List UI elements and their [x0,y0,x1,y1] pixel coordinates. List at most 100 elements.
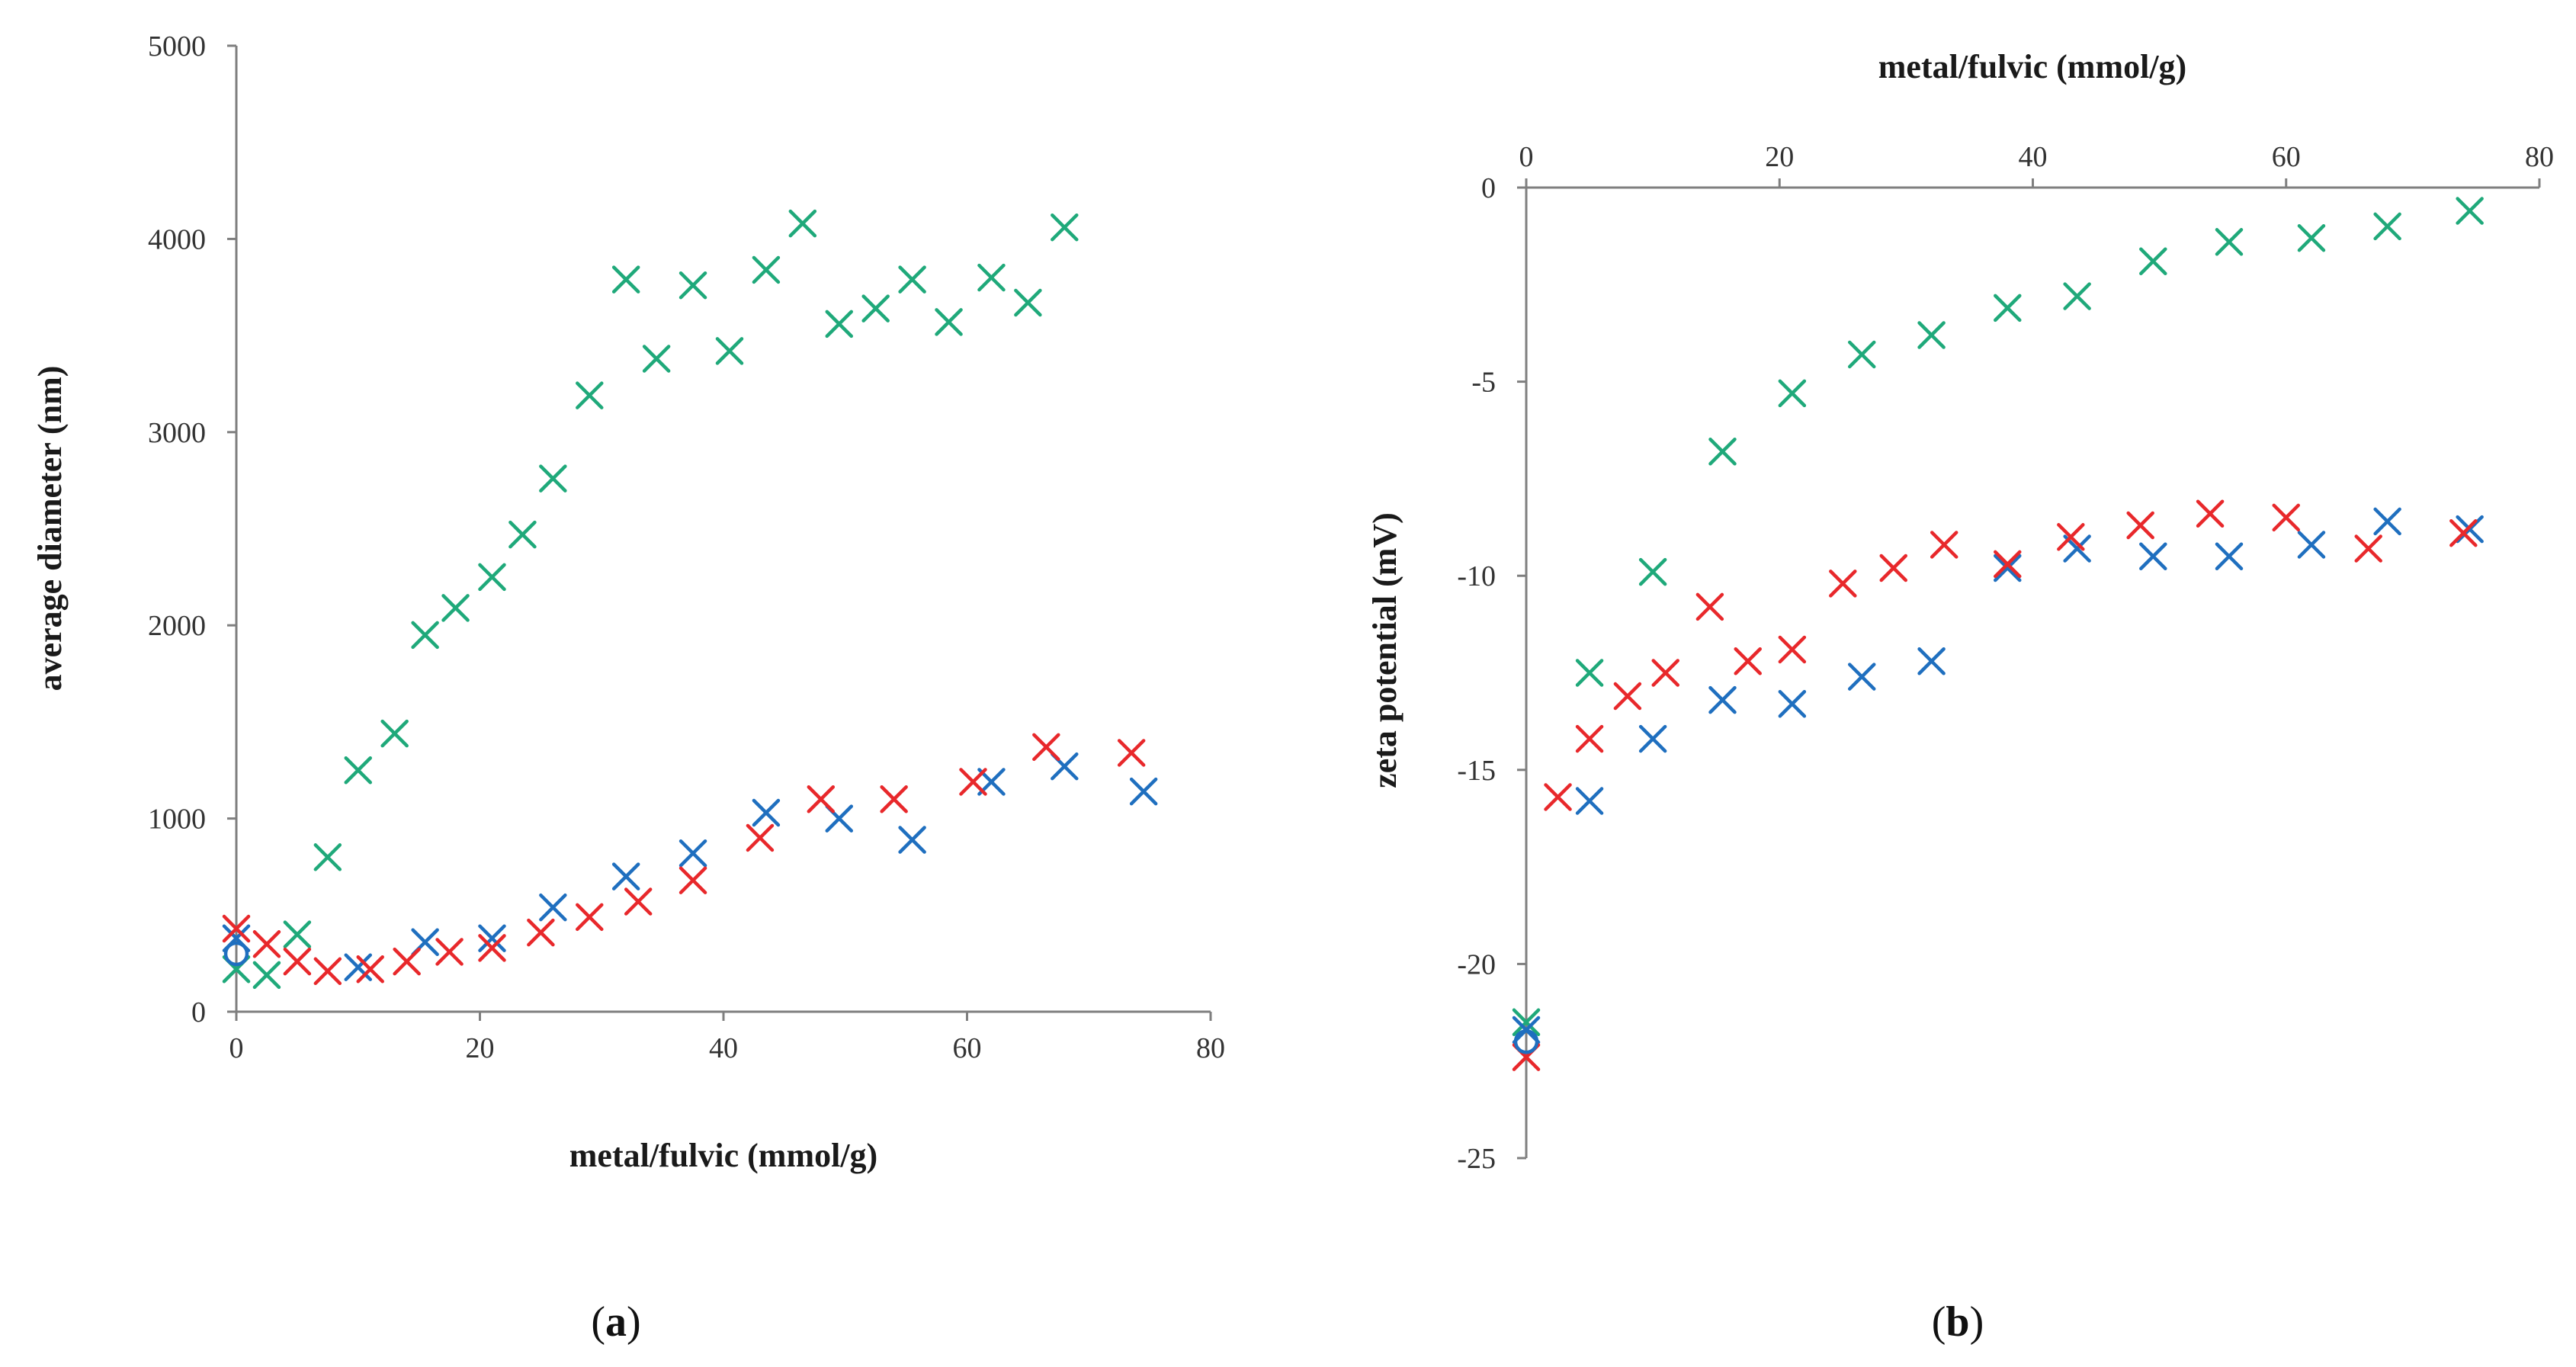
chart-a-red-point-15 [959,768,987,796]
chart-b-circle-point-0 [1513,1028,1539,1054]
chart-b-green-point-9 [2139,247,2167,275]
chart-a-y-tick-label-3: 3000 [148,417,206,449]
chart-a-green-point-7 [441,594,470,622]
chart-a-green-point-5 [380,719,409,748]
chart-a-blue-point-12 [1129,777,1158,806]
chart-a: 0 20 40 60 80 0 1000 2000 3000 4000 5000 metal/ful… [31,30,1225,1174]
chart-a-ticks: 0 20 40 60 80 0 1000 2000 3000 4000 5000 [148,30,1225,1064]
chart-b-y-axis-title: zeta potential (mV) [1366,512,1403,788]
chart-a-green-point-9 [508,520,537,549]
chart-b-blue-point-9 [2139,542,2167,570]
chart-b-y-tick-label-4: -20 [1457,948,1496,980]
chart-b-red-point-1 [1544,783,1572,811]
chart-b-green-point-8 [2063,282,2091,310]
chart-a-blue-point-3 [478,924,506,952]
chart-b-red-point-15 [2272,503,2300,532]
chart-a-y-tick-label-4: 4000 [148,223,206,255]
chart-b-x-tick-label-4: 80 [2525,141,2554,173]
chart-b-green-point-1 [1575,659,1604,687]
chart-a-green-point-11 [576,381,604,409]
chart-a-blue-point-4 [539,893,567,922]
chart-a-red-point-1 [252,930,281,958]
chart-a-red-point-2 [283,947,312,976]
chart-a-green-point-21 [935,308,963,336]
chart-a-red-point-12 [746,823,775,852]
chart-a-green-point-12 [611,265,640,294]
chart-b-red-point-9 [1879,554,1908,582]
chart-b-points [1512,197,2484,1071]
chart-a-points [222,209,1158,990]
panel-label-b-open: ( [1932,1298,1946,1346]
chart-b-x-tick-label-2: 40 [2019,141,2048,173]
chart-a-x-tick-label-1: 20 [466,1032,495,1064]
chart-b-red-point-5 [1695,592,1724,621]
chart-b-red-point-3 [1613,682,1642,711]
chart-a-green-point-16 [752,255,781,284]
chart-a-green-point-20 [898,265,926,294]
chart-b-red-point-2 [1575,724,1604,753]
chart-a-red-point-10 [624,887,653,916]
chart-a-green-point-6 [411,621,439,650]
chart-b-blue-point-11 [2297,531,2326,559]
chart-a-green-point-18 [825,310,854,339]
chart-b-ticks: 0 20 40 60 80 0 -5 -10 -15 -20 -25 [1457,141,2554,1175]
chart-a-red-point-17 [1117,739,1146,767]
chart-a-green-point-24 [1051,213,1079,242]
chart-a-red-point-16 [1032,733,1060,762]
chart-b-blue-point-10 [2215,542,2244,570]
chart-a-green-point-19 [861,294,890,322]
chart-b-green-point-12 [2373,212,2401,241]
chart-a-red-point-11 [678,866,707,894]
chart-b-green-point-13 [2456,197,2484,225]
chart-a-y-tick-label-5: 5000 [148,30,206,63]
chart-a-red-point-0 [222,914,251,943]
chart-b-x-tick-label-0: 0 [1519,141,1534,173]
chart-a-red-point-7 [478,934,506,962]
chart-a-green-point-8 [478,563,506,592]
chart-a-y-tick-label-0: 0 [191,996,206,1028]
chart-b-red-point-13 [2126,511,2154,540]
panel-label-a-close: ) [627,1298,641,1346]
chart-a-red-point-5 [393,947,421,976]
chart-a-y-tick-label-2: 2000 [148,610,206,642]
chart-a-blue-point-7 [752,798,781,827]
chart-b-blue-point-2 [1638,724,1667,753]
chart-a-red-point-9 [576,903,604,932]
panel-label-a-letter: a [605,1298,627,1346]
chart-b-blue-point-12 [2373,507,2401,536]
chart-a-red-point-6 [435,938,464,966]
chart-b-blue-point-6 [1917,647,1946,675]
chart-a-red-point-13 [807,785,836,813]
chart-b-y-tick-label-5: -25 [1457,1143,1496,1175]
chart-b-green-point-11 [2297,223,2326,252]
chart-a-blue-point-6 [678,839,707,868]
chart-b-y-tick-label-3: -15 [1457,755,1496,787]
chart-a-x-tick-label-3: 60 [953,1032,982,1064]
chart-b-x-tick-label-1: 20 [1765,141,1794,173]
chart-b-x-axis-title: metal/fulvic (mmol/g) [1878,48,2186,85]
chart-b-blue-point-5 [1847,663,1876,691]
chart-a-y-tick-label-1: 1000 [148,804,206,836]
chart-b-red-point-8 [1829,570,1857,598]
panel-label-a: (a) [591,1298,640,1346]
chart-a-red-point-14 [880,785,908,813]
chart-a-green-point-23 [1014,288,1042,317]
chart-b-y-tick-label-2: -10 [1457,560,1496,592]
panel-label-b-close: ) [1970,1298,1984,1346]
panel-label-a-open: ( [591,1298,605,1346]
chart-b-red-point-7 [1778,635,1807,664]
chart-a-green-point-14 [678,271,707,300]
chart-a-green-point-2 [283,920,312,948]
chart-b-green-point-7 [1994,294,2022,322]
chart-b: 0 20 40 60 80 0 -5 -10 -15 -20 -25 metal/fulvic (m… [1366,48,2554,1175]
chart-b-green-point-6 [1917,321,1946,349]
chart-b-blue-point-1 [1575,787,1604,815]
chart-a-red-point-4 [356,955,384,984]
chart-a-y-axis-title: average diameter (nm) [31,366,69,692]
chart-b-blue-point-7 [1994,554,2022,582]
chart-b-red-point-4 [1651,659,1679,687]
chart-b-y-tick-label-0: 0 [1481,172,1496,204]
chart-a-green-point-3 [313,843,342,871]
chart-a-blue-point-9 [898,826,926,854]
chart-b-red-point-6 [1734,647,1762,675]
